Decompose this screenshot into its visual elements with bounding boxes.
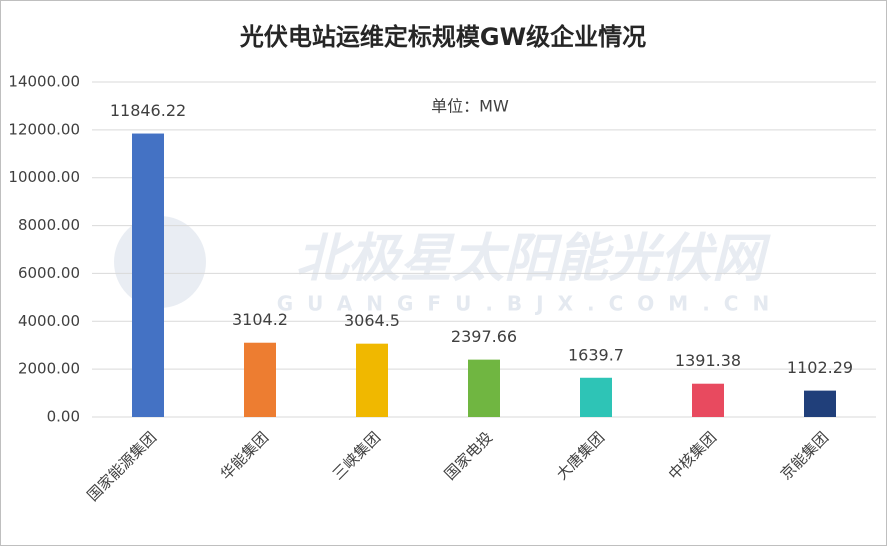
- y-tick-label: 10000.00: [8, 168, 80, 186]
- y-tick-label: 6000.00: [18, 264, 80, 282]
- y-tick-label: 14000.00: [8, 73, 80, 91]
- data-label: 1102.29: [787, 358, 853, 377]
- bar: [356, 343, 388, 417]
- data-label: 11846.22: [110, 101, 186, 120]
- y-tick-label: 0.00: [47, 408, 80, 426]
- y-tick-label: 2000.00: [18, 360, 80, 378]
- bar: [692, 383, 724, 417]
- data-label: 1639.7: [568, 345, 624, 364]
- bar: [244, 342, 276, 417]
- y-tick-label: 4000.00: [18, 312, 80, 330]
- data-label: 2397.66: [451, 327, 517, 346]
- chart-title: 光伏电站运维定标规模GW级企业情况: [239, 23, 646, 51]
- bar: [804, 390, 836, 417]
- data-label: 3064.5: [344, 311, 400, 330]
- bar: [468, 359, 500, 417]
- watermark: 北极星太阳能光伏网: [296, 229, 771, 289]
- data-label: 1391.38: [675, 351, 741, 370]
- y-tick-label: 12000.00: [8, 120, 80, 138]
- bar: [580, 377, 612, 417]
- unit-note: 单位：MW: [431, 97, 509, 116]
- y-tick-label: 8000.00: [18, 216, 80, 234]
- watermark-sub: GUANGFU.BJX.COM.CN: [277, 292, 783, 316]
- bar: [132, 133, 164, 418]
- data-label: 3104.2: [232, 310, 288, 329]
